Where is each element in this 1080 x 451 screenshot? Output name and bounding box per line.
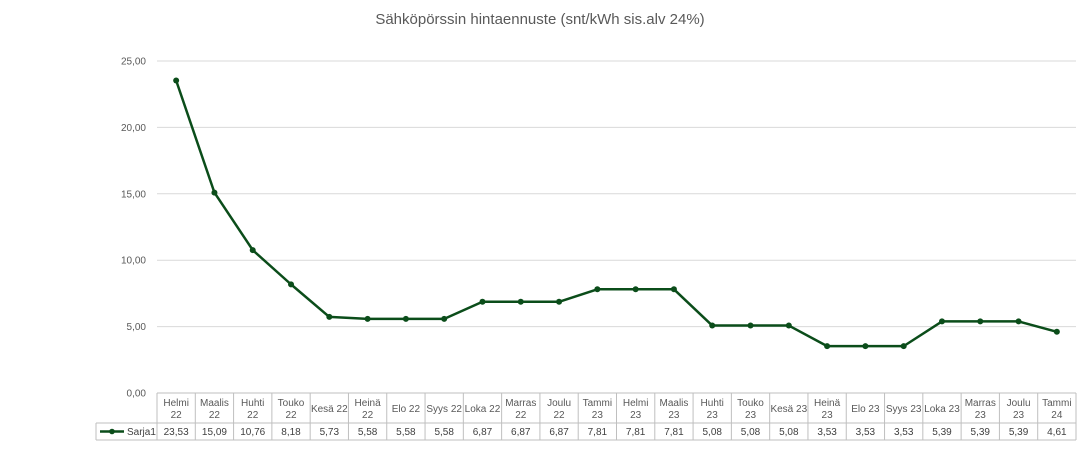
data-point <box>1015 318 1022 325</box>
data-table-value: 5,73 <box>320 427 340 438</box>
data-table-value: 3,53 <box>856 427 876 438</box>
x-category-label: Syys 22 <box>426 404 462 415</box>
data-table-value: 5,08 <box>741 427 761 438</box>
x-category-label: Loka 22 <box>465 404 501 415</box>
data-table-value: 5,58 <box>358 427 378 438</box>
data-point <box>1053 328 1060 335</box>
x-category-label: Tammi 24 <box>1042 398 1071 421</box>
data-table-value: 7,81 <box>626 427 646 438</box>
x-category-label: Elo 22 <box>392 404 421 415</box>
x-category-label: Touko 23 <box>737 398 764 421</box>
x-category-label: Tammi 23 <box>583 398 612 421</box>
data-point <box>938 318 945 325</box>
data-table-value: 6,87 <box>473 427 493 438</box>
x-category-label: Joulu 23 <box>1007 398 1031 421</box>
data-table-value: 5,08 <box>702 427 722 438</box>
data-table-value: 5,08 <box>779 427 799 438</box>
x-category-label: Heinä 22 <box>355 398 382 421</box>
data-point <box>556 298 563 305</box>
y-tick-label: 10,00 <box>121 256 146 267</box>
gridlines <box>157 60 1076 328</box>
x-category-label: Huhti 22 <box>241 398 264 421</box>
x-category-label: Touko 22 <box>278 398 305 421</box>
x-category-label: Loka 23 <box>924 404 960 415</box>
data-point <box>364 315 371 322</box>
data-table-value: 8,18 <box>281 427 301 438</box>
data-point <box>402 315 409 322</box>
data-point <box>326 313 333 320</box>
x-category-label: Joulu 22 <box>547 398 571 421</box>
data-point <box>479 298 486 305</box>
x-category-label: Marras 23 <box>965 398 996 421</box>
chart-title: Sähköpörssin hintaennuste (snt/kWh sis.a… <box>375 11 704 28</box>
data-point <box>670 286 677 293</box>
data-point <box>900 343 907 350</box>
data-point <box>824 343 831 350</box>
data-table-value: 5,39 <box>932 427 952 438</box>
data-table-value: 4,61 <box>1047 427 1067 438</box>
x-category-label: Kesä 23 <box>770 404 807 415</box>
data-point <box>517 298 524 305</box>
data-table-value: 7,81 <box>588 427 608 438</box>
data-table-value: 5,39 <box>1009 427 1029 438</box>
data-table-value: 3,53 <box>817 427 837 438</box>
data-table-value: 3,53 <box>894 427 914 438</box>
data-table-value: 23,53 <box>164 427 189 438</box>
x-category-label: Maalis 22 <box>200 398 229 421</box>
x-category-label: Marras 22 <box>505 398 536 421</box>
y-axis-ticks: 0,00 5,00 10,00 15,00 20,00 25,00 <box>121 57 146 400</box>
x-category-label: Helmi 22 <box>163 398 189 421</box>
data-table-value: 5,58 <box>396 427 416 438</box>
data-table: Helmi 22 23,53 Maalis 22 15,09 Huhti 22 10,76 Tou… <box>95 392 1077 441</box>
x-category-label: Huhti 23 <box>701 398 724 421</box>
data-point <box>211 189 218 196</box>
series-line <box>174 80 1058 348</box>
data-table-value: 6,87 <box>549 427 569 438</box>
data-point <box>173 77 180 84</box>
data-table-value: 15,09 <box>202 427 227 438</box>
x-category-label: Maalis 23 <box>659 398 688 421</box>
y-tick-label: 20,00 <box>121 123 146 134</box>
x-category-label: Kesä 22 <box>311 404 348 415</box>
data-point <box>288 281 295 288</box>
x-category-label: Heinä 23 <box>814 398 841 421</box>
data-point <box>977 318 984 325</box>
data-table-value: 5,58 <box>434 427 454 438</box>
data-point <box>862 343 869 350</box>
data-table-value: 6,87 <box>511 427 531 438</box>
data-point <box>632 286 639 293</box>
y-tick-label: 0,00 <box>127 389 147 400</box>
x-category-label: Elo 23 <box>851 404 880 415</box>
x-category-label: Helmi 23 <box>623 398 649 421</box>
y-tick-label: 15,00 <box>121 189 146 200</box>
data-point <box>441 315 448 322</box>
legend-label: Sarja1 <box>127 427 156 438</box>
data-point <box>594 286 601 293</box>
data-point <box>709 322 716 329</box>
legend-marker <box>109 428 115 435</box>
y-tick-label: 5,00 <box>127 322 147 333</box>
y-tick-label: 25,00 <box>121 57 146 68</box>
series-layer <box>173 77 1060 350</box>
data-point <box>249 247 256 254</box>
data-table-value: 7,81 <box>664 427 684 438</box>
data-table-value: 5,39 <box>971 427 991 438</box>
x-category-label: Syys 23 <box>886 404 922 415</box>
data-table-value: 10,76 <box>240 427 265 438</box>
data-point <box>747 322 754 329</box>
data-point <box>785 322 792 329</box>
